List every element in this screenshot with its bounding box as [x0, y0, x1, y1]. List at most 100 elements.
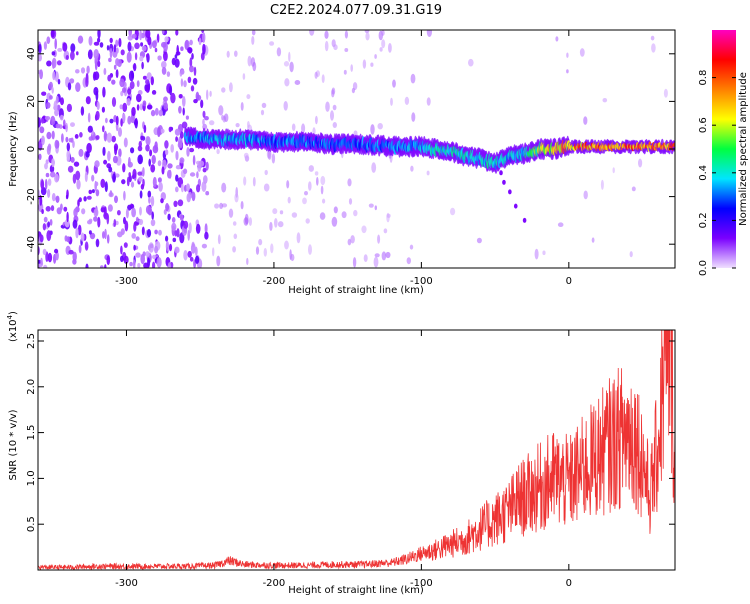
- spectrogram-noise-cell: [202, 43, 206, 55]
- spectrogram-noise-cell: [180, 183, 184, 193]
- snr-xlabel: Height of straight line (km): [288, 585, 424, 596]
- spectrogram-noise-cell: [75, 69, 80, 74]
- spectrogram-noise-cell: [325, 101, 330, 112]
- spectrogram-noise-cell: [198, 37, 202, 46]
- spectrogram-noise-cell: [43, 264, 48, 268]
- spectrogram-noise-cell: [200, 99, 204, 109]
- spectrogram-noise-cell: [47, 221, 50, 228]
- spectrogram-noise-cell: [84, 171, 88, 183]
- spectrogram-noise-cell: [140, 183, 145, 190]
- spectrogram-noise-cell: [404, 96, 410, 105]
- spectrogram-noise-cell: [50, 171, 56, 178]
- x-tick-label: 0: [566, 578, 572, 589]
- spectrogram-noise-cell: [171, 57, 176, 66]
- snr-frame: [37, 329, 676, 571]
- spectrogram-noise-cell: [386, 213, 391, 218]
- spectrogram-noise-cell: [166, 71, 171, 77]
- spectrogram-noise-cell: [44, 178, 48, 190]
- spectrogram-noise-cell: [242, 73, 246, 80]
- spectrogram-noise-cell: [202, 110, 206, 118]
- spectrogram-noise-cell: [206, 89, 209, 101]
- spectrogram-noise-cell: [102, 231, 105, 239]
- spectrogram-noise-cell: [65, 122, 68, 133]
- spectrogram-noise-cell: [106, 45, 110, 51]
- spectrogram-noise-cell: [364, 30, 370, 34]
- spectrogram-noise-cell: [190, 85, 195, 92]
- spectrogram-noise-cell: [54, 173, 59, 183]
- snr-series-line: [38, 330, 675, 570]
- spectrogram-noise-cell: [114, 173, 120, 178]
- spectrogram-noise-cell: [137, 171, 143, 176]
- spectrogram-noise-cell: [145, 30, 151, 39]
- spectrogram-noise-cell: [51, 158, 55, 168]
- spectrogram-noise-cell: [139, 103, 143, 111]
- spectrogram-noise-cell: [411, 112, 416, 122]
- spectrogram-noise-cell: [135, 252, 141, 258]
- spectrogram-noise-cell: [40, 257, 43, 265]
- spectrogram-noise-cell: [125, 208, 129, 219]
- colorbar-tick-label: 0.2: [698, 212, 709, 228]
- spectrogram-noise-cell: [118, 127, 122, 137]
- spectrogram-noise-cell: [284, 78, 290, 87]
- spectrogram-noise-cell: [205, 191, 210, 196]
- spectrogram-noise-cell: [80, 67, 86, 74]
- ridge-tail-cell: [502, 179, 506, 185]
- spectrogram-noise-cell: [232, 246, 237, 253]
- spectrogram-noise-cell: [214, 203, 220, 209]
- spectrogram-noise-cell: [579, 48, 585, 57]
- spectrogram-noise-cell: [38, 53, 42, 62]
- spectrogram-noise-cell: [78, 197, 82, 203]
- spectrogram-noise-cell: [38, 189, 41, 199]
- spectrogram-xlabel: Height of straight line (km): [288, 285, 424, 296]
- spectrogram-noise-cell: [154, 47, 158, 53]
- spectrogram-noise-cell: [186, 183, 190, 192]
- spectrogram-noise-cell: [66, 142, 71, 152]
- spectrogram-noise-cell: [87, 125, 93, 133]
- spectrogram-noise-cell: [75, 82, 81, 93]
- spectrogram-noise-cell: [123, 190, 126, 201]
- spectrogram-noise-cell: [258, 238, 263, 246]
- spectrogram-noise-cell: [70, 156, 75, 163]
- spectrogram-noise-cell: [138, 176, 144, 182]
- spectrogram-noise-cell: [308, 181, 312, 191]
- spectrogram-noise-cell: [148, 196, 151, 204]
- spectrogram-noise-cell: [54, 248, 59, 254]
- spectrogram-noise-cell: [226, 50, 230, 58]
- spectrogram-noise-cell: [150, 164, 156, 173]
- spectrogram-noise-cell: [174, 230, 178, 237]
- spectrogram-noise-cell: [209, 90, 212, 97]
- spectrogram-noise-cell: [62, 42, 68, 52]
- spectrogram-noise-cell: [142, 167, 145, 177]
- spectrogram-noise-cell: [373, 256, 379, 268]
- spectrogram-noise-cell: [138, 218, 144, 226]
- spectrogram-noise-cell: [165, 203, 170, 212]
- spectrogram-noise-cell: [235, 123, 240, 128]
- spectrogram-noise-cell: [115, 115, 119, 126]
- spectrogram-noise-cell: [137, 154, 143, 165]
- colorbar-ticks: 0.0 0.2 0.4 0.6 0.8: [698, 70, 736, 276]
- spectrogram-noise-cell: [158, 229, 162, 236]
- spectrogram-noise-cell: [476, 237, 482, 244]
- spectrogram-noise-cell: [120, 90, 124, 97]
- spectrogram-noise-cell: [271, 153, 276, 164]
- spectrogram-noise-cell: [41, 209, 44, 214]
- spectrogram-noise-cell: [88, 230, 92, 235]
- spectrogram-noise-cell: [173, 200, 178, 207]
- spectrogram-noise-cell: [168, 126, 172, 133]
- spectrogram-noise-cell: [163, 51, 168, 62]
- spectrogram-noise-cell: [140, 135, 144, 141]
- spectrogram-noise-cell: [79, 132, 83, 138]
- spectrogram-noise-cell: [41, 91, 47, 96]
- spectrogram-noise-cell: [229, 82, 233, 93]
- spectrogram-noise-cell: [177, 199, 184, 207]
- spectrogram-noise-cell: [302, 197, 307, 205]
- spectrogram-noise-cell: [44, 163, 48, 170]
- spectrogram-noise-cell: [228, 208, 234, 218]
- spectrogram-noise-cell: [167, 163, 173, 169]
- spectrogram-noise-cell: [347, 178, 352, 187]
- spectrogram-noise-cell: [247, 55, 252, 67]
- spectrogram-noise-cell: [57, 78, 61, 85]
- spectrogram-noise-cell: [86, 142, 92, 154]
- spectrogram-noise-cell: [95, 189, 100, 197]
- spectrogram-noise-cell: [127, 115, 132, 125]
